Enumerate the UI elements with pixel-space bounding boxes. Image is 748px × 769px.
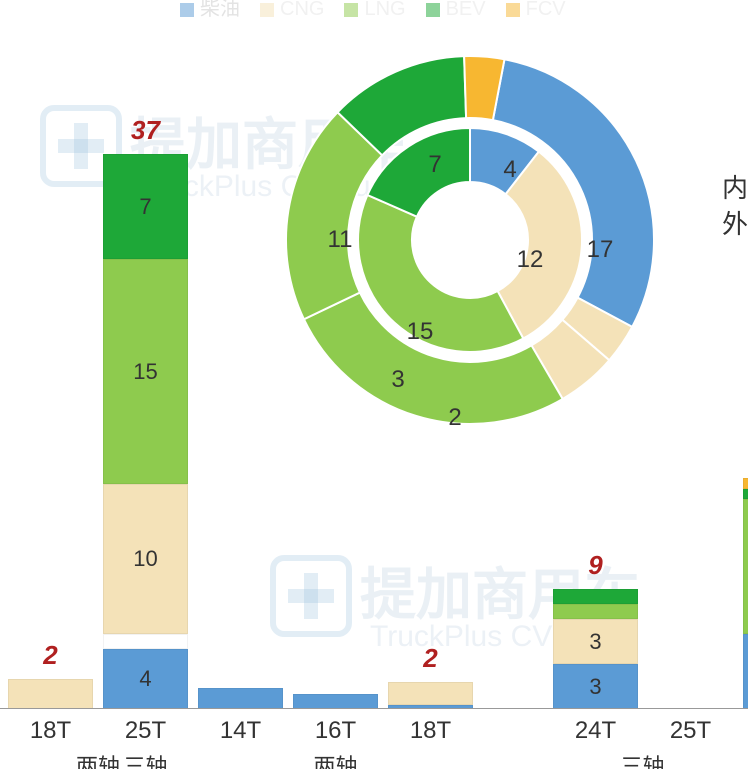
legend-swatch — [180, 3, 194, 17]
x-group-label: 两轴 — [293, 749, 378, 769]
bar-segment: 10 — [103, 484, 188, 634]
bar-total-label: 2 — [8, 640, 93, 671]
bar-segment: 4 — [103, 649, 188, 709]
x-tick-label: 25T — [103, 717, 188, 745]
bar-segment-value: 3 — [589, 674, 601, 700]
legend-label: CNG — [280, 0, 324, 20]
bar-segment-value: 10 — [133, 546, 157, 572]
bar-segment — [553, 604, 638, 619]
legend-swatch — [506, 3, 520, 17]
x-tick-label: 24T — [553, 717, 638, 745]
legend-label: FCV — [526, 0, 566, 20]
bar-segment — [103, 634, 188, 649]
legend-label: LNG — [364, 0, 405, 20]
bar-total-label: 2 — [388, 643, 473, 674]
x-group-label: 三轴 — [103, 749, 188, 769]
x-group-label: 三轴 — [600, 749, 685, 769]
bar-segment — [553, 589, 638, 604]
bar-segment: 5 — [743, 634, 748, 709]
bar-total-label: 9 — [553, 550, 638, 581]
x-tick-label: 16T — [293, 717, 378, 745]
legend-swatch — [426, 3, 440, 17]
legend-label: BEV — [446, 0, 486, 20]
x-axis-labels: 18T25T14T16T18T24T25T31T两轴三轴两轴三轴 — [0, 709, 748, 769]
x-tick-label: 18T — [8, 717, 93, 745]
bar-segment — [8, 679, 93, 709]
x-tick-label: 31T — [743, 717, 748, 745]
bar-segment: 9 — [743, 499, 748, 634]
bar-segment-value: 15 — [133, 359, 157, 385]
bar-segment — [388, 682, 473, 705]
bar-segment-value: 4 — [139, 666, 151, 692]
bar-segment-value: 3 — [589, 629, 601, 655]
bar-chart: 2410157372339235916 — [0, 29, 748, 709]
legend-fragment: 柴油 CNG LNG BEV FCV — [160, 0, 566, 21]
bar-segment: 15 — [103, 259, 188, 484]
bar-segment: 3 — [553, 619, 638, 664]
chart-root: 柴油CNGLNGBEVFCV 提加商用车 TruckPlus CV stu 提加… — [0, 0, 748, 769]
x-tick-label: 18T — [388, 717, 473, 745]
legend-swatch — [260, 3, 274, 17]
bar-segment — [293, 694, 378, 709]
x-tick-label: 25T — [648, 717, 733, 745]
bar-segment — [743, 478, 748, 489]
bar-total-label: 16 — [743, 439, 748, 470]
bar-segment: 7 — [103, 154, 188, 259]
bar-total-label: 37 — [103, 115, 188, 146]
legend-label: 柴油 — [200, 0, 240, 20]
bar-segment — [198, 688, 283, 709]
bar-segment — [743, 489, 748, 500]
bar-segment-value: 7 — [139, 194, 151, 220]
bar-segment: 3 — [553, 664, 638, 709]
x-tick-label: 14T — [198, 717, 283, 745]
legend-swatch — [344, 3, 358, 17]
